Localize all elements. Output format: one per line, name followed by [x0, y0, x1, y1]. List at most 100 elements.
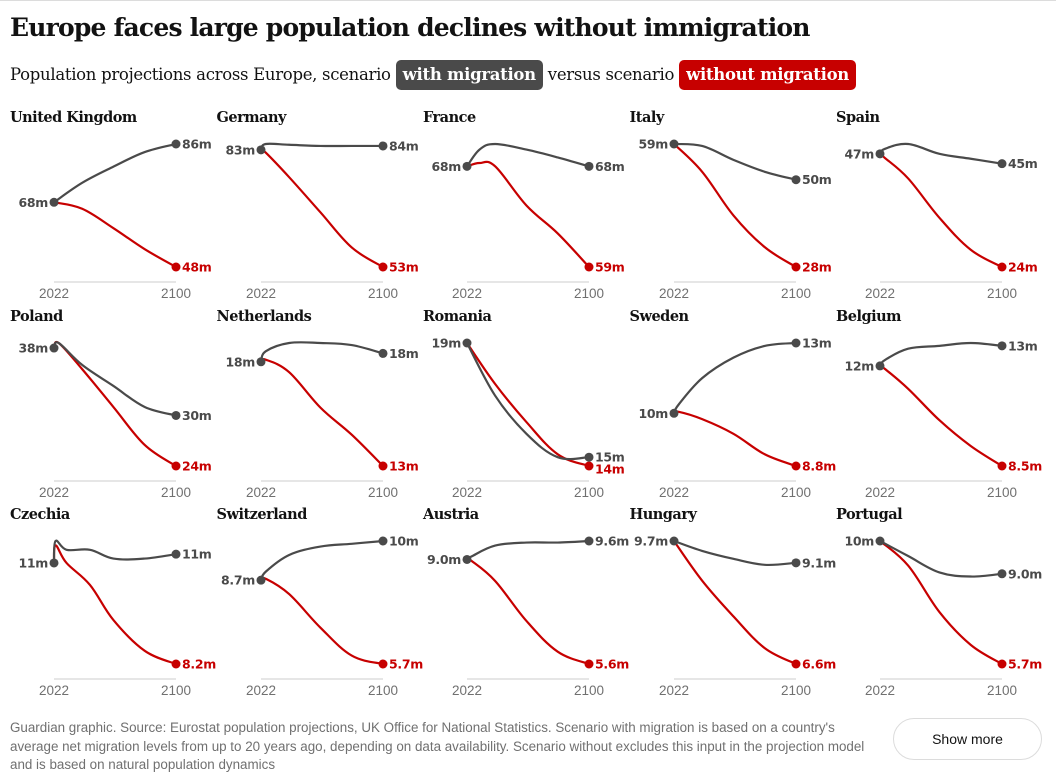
start-value-label: 19m — [431, 335, 461, 350]
panel-title: United Kingdom — [10, 109, 137, 126]
line-without-migration — [672, 409, 797, 467]
x-tick-label-start: 2022 — [39, 485, 69, 500]
end-point-with-migration — [997, 159, 1007, 169]
x-tick-label-end: 2100 — [161, 485, 191, 500]
show-more-button[interactable]: Show more — [893, 718, 1042, 760]
panel-title: Belgium — [836, 307, 902, 325]
source-note: Guardian graphic. Source: Eurostat popul… — [10, 720, 865, 772]
end-point-with-migration — [378, 348, 387, 358]
panel-chart: 2022 2100 38m 30m 24m — [18, 340, 212, 500]
start-point — [462, 554, 472, 564]
start-value-label: 10m — [844, 534, 874, 549]
panel-chart: 2022 2100 8.7m 10m 5.7m — [221, 534, 424, 699]
panel-title: Portugal — [836, 506, 903, 523]
country-panel: Austria 2022 2100 9.0m 9.6m 5.6m — [413, 501, 630, 699]
x-tick-label-start: 2022 — [865, 286, 895, 301]
start-point — [462, 161, 472, 171]
x-tick-label-end: 2100 — [780, 683, 810, 698]
end-point-without-migration — [997, 659, 1007, 669]
x-tick-label-start: 2022 — [452, 286, 482, 301]
end-point-without-migration — [171, 461, 181, 470]
end-point-without-migration — [997, 461, 1007, 470]
x-tick-label-start: 2022 — [39, 683, 69, 698]
line-without-migration — [465, 160, 591, 269]
x-tick-label-end: 2100 — [574, 683, 604, 698]
x-tick-label-start: 2022 — [245, 485, 275, 500]
line-with-migration — [878, 539, 1004, 578]
panel-title: Poland — [10, 307, 63, 325]
start-value-label: 9.0m — [427, 552, 461, 567]
start-point — [256, 145, 265, 155]
chart-subtitle: Population projections across Europe, sc… — [10, 59, 856, 91]
end-value-label-without-migration: 24m — [182, 458, 212, 473]
panel-chart: 2022 2100 47m 45m 24m — [844, 142, 1038, 301]
line-with-migration — [259, 340, 384, 363]
end-point-with-migration — [171, 549, 181, 559]
x-tick-label-start: 2022 — [658, 683, 688, 698]
end-point-with-migration — [791, 338, 800, 347]
end-value-label-without-migration: 5.6m — [595, 657, 629, 672]
start-point — [462, 338, 472, 347]
end-value-label-with-migration: 9.6m — [595, 534, 629, 549]
chart-title: Europe faces large population declines w… — [10, 13, 810, 42]
panel-title: Netherlands — [216, 307, 312, 325]
panel-title: Italy — [629, 109, 665, 126]
end-value-label-without-migration: 5.7m — [389, 657, 423, 672]
end-value-label-with-migration: 45m — [1008, 156, 1038, 171]
end-value-label-with-migration: 13m — [802, 335, 832, 350]
country-panel: Netherlands 2022 2100 18m 18m 13m — [207, 303, 419, 501]
x-tick-label-end: 2100 — [161, 286, 191, 301]
end-point-with-migration — [791, 558, 800, 568]
end-value-label-with-migration: 13m — [1008, 338, 1038, 353]
panel-chart: 2022 2100 68m 86m 48m — [18, 137, 212, 302]
country-panel: Czechia 2022 2100 11m 11m 8.2m — [0, 501, 217, 699]
end-point-without-migration — [378, 659, 387, 669]
end-value-label-with-migration: 30m — [182, 407, 212, 422]
line-with-migration — [465, 539, 591, 561]
line-with-migration — [259, 539, 384, 582]
end-value-label-without-migration: 48m — [182, 260, 212, 275]
line-without-migration — [259, 148, 384, 269]
end-point-without-migration — [791, 262, 800, 272]
country-panel: Belgium 2022 2100 12m 13m 8.5m — [826, 303, 1043, 501]
line-without-migration — [52, 544, 178, 666]
country-panel: Germany 2022 2100 83m 84m 53m — [207, 104, 419, 302]
x-tick-label-end: 2100 — [987, 286, 1017, 301]
line-without-migration — [878, 152, 1004, 269]
end-point-with-migration — [997, 569, 1007, 579]
subtitle-middle: versus scenario — [547, 65, 675, 84]
panel-chart: 2022 2100 9.0m 9.6m 5.6m — [427, 534, 630, 699]
line-with-migration — [672, 142, 797, 181]
x-tick-label-start: 2022 — [658, 286, 688, 301]
end-value-label-without-migration: 28m — [802, 260, 832, 275]
line-without-migration — [259, 576, 384, 666]
line-with-migration — [52, 340, 178, 417]
start-value-label: 18m — [225, 354, 255, 369]
x-tick-label-end: 2100 — [780, 485, 810, 500]
end-value-label-without-migration: 14m — [595, 461, 625, 476]
end-point-with-migration — [171, 139, 181, 149]
end-value-label-without-migration: 8.5m — [1008, 458, 1042, 473]
start-point — [49, 343, 59, 353]
x-tick-label-start: 2022 — [865, 485, 895, 500]
end-point-without-migration — [378, 461, 387, 470]
x-tick-label-end: 2100 — [161, 683, 191, 698]
x-tick-label-end: 2100 — [987, 683, 1017, 698]
panel-title: Austria — [423, 506, 479, 523]
end-point-with-migration — [171, 410, 181, 420]
end-value-label-with-migration: 9.0m — [1008, 566, 1042, 581]
start-point — [669, 139, 678, 149]
country-panel: Portugal 2022 2100 10m 9.0m 5.7m — [826, 501, 1043, 699]
start-value-label: 12m — [844, 358, 874, 373]
line-with-migration — [465, 142, 591, 168]
start-value-label: 68m — [431, 159, 461, 174]
line-with-migration — [52, 539, 178, 565]
start-value-label: 68m — [18, 195, 48, 210]
start-value-label: 11m — [18, 555, 48, 570]
country-panel: United Kingdom 2022 2100 68m 86m 48m — [0, 104, 212, 302]
start-value-label: 47m — [844, 146, 874, 161]
panel-title: France — [423, 109, 476, 126]
panel-chart: 2022 2100 68m 68m 59m — [431, 142, 625, 301]
x-tick-label-start: 2022 — [452, 683, 482, 698]
end-point-without-migration — [378, 262, 387, 272]
